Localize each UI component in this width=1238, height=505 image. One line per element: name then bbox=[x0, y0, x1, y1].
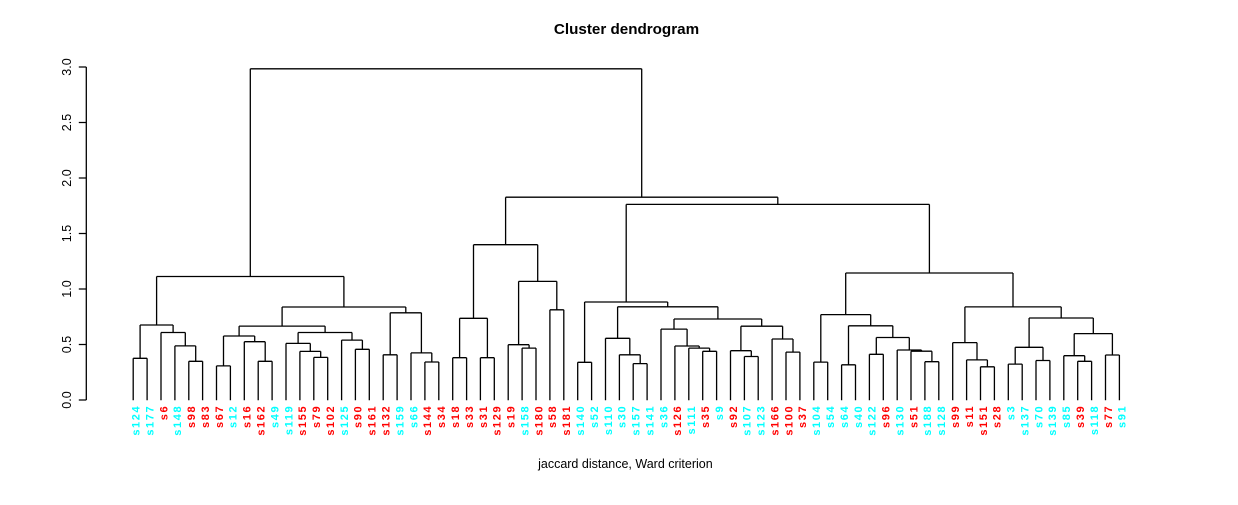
svg-text:s122: s122 bbox=[867, 405, 879, 436]
svg-text:s129: s129 bbox=[492, 405, 504, 436]
svg-text:2.0: 2.0 bbox=[60, 169, 74, 186]
svg-text:s31: s31 bbox=[478, 405, 490, 428]
svg-text:s9: s9 bbox=[714, 405, 726, 420]
svg-text:s40: s40 bbox=[853, 405, 865, 428]
svg-text:3.0: 3.0 bbox=[60, 58, 74, 75]
svg-text:s33: s33 bbox=[464, 405, 476, 428]
svg-text:s125: s125 bbox=[339, 405, 351, 436]
svg-text:s85: s85 bbox=[1061, 405, 1073, 428]
svg-text:s155: s155 bbox=[297, 405, 309, 436]
svg-text:s54: s54 bbox=[825, 405, 837, 428]
svg-text:s51: s51 bbox=[908, 405, 920, 428]
svg-text:s151: s151 bbox=[978, 405, 990, 436]
svg-text:s130: s130 bbox=[895, 405, 907, 436]
svg-text:s177: s177 bbox=[144, 405, 156, 436]
svg-text:s28: s28 bbox=[992, 405, 1004, 428]
svg-text:s148: s148 bbox=[172, 405, 184, 436]
svg-text:s119: s119 bbox=[283, 405, 295, 435]
svg-text:s126: s126 bbox=[672, 405, 684, 436]
svg-text:s123: s123 bbox=[756, 405, 768, 436]
svg-text:s16: s16 bbox=[242, 405, 254, 428]
svg-text:s157: s157 bbox=[631, 405, 643, 436]
svg-text:s124: s124 bbox=[131, 405, 143, 436]
svg-text:s166: s166 bbox=[769, 405, 781, 436]
svg-text:s158: s158 bbox=[519, 405, 531, 436]
svg-text:s96: s96 bbox=[881, 405, 893, 428]
svg-text:s12: s12 bbox=[228, 405, 240, 428]
svg-text:s99: s99 bbox=[950, 405, 962, 428]
svg-text:s83: s83 bbox=[200, 405, 212, 428]
svg-text:s30: s30 bbox=[617, 405, 629, 428]
svg-text:1.0: 1.0 bbox=[60, 280, 74, 297]
svg-text:s34: s34 bbox=[436, 405, 448, 428]
svg-text:s90: s90 bbox=[353, 405, 365, 428]
svg-text:s18: s18 bbox=[450, 405, 462, 428]
svg-text:s144: s144 bbox=[422, 405, 434, 436]
svg-text:s92: s92 bbox=[728, 405, 740, 428]
svg-text:s104: s104 bbox=[811, 405, 823, 436]
svg-text:s137: s137 bbox=[1020, 405, 1032, 436]
svg-text:Cluster dendrogram: Cluster dendrogram bbox=[554, 21, 699, 38]
svg-text:2.5: 2.5 bbox=[60, 114, 74, 131]
svg-text:s70: s70 bbox=[1033, 405, 1045, 428]
svg-text:s77: s77 bbox=[1103, 405, 1115, 428]
svg-text:s100: s100 bbox=[783, 405, 795, 436]
svg-text:s118: s118 bbox=[1089, 405, 1101, 435]
svg-text:s111: s111 bbox=[686, 405, 698, 435]
svg-text:s36: s36 bbox=[658, 405, 670, 428]
svg-text:0.0: 0.0 bbox=[60, 391, 74, 408]
svg-text:1.5: 1.5 bbox=[60, 225, 74, 242]
svg-text:s67: s67 bbox=[214, 405, 226, 428]
svg-text:s58: s58 bbox=[547, 405, 559, 428]
svg-text:s37: s37 bbox=[797, 405, 809, 428]
svg-text:s132: s132 bbox=[381, 405, 393, 436]
svg-text:s39: s39 bbox=[1075, 405, 1087, 428]
svg-text:s11: s11 bbox=[964, 405, 976, 428]
svg-text:s64: s64 bbox=[839, 405, 851, 428]
svg-text:s52: s52 bbox=[589, 405, 601, 428]
svg-text:s162: s162 bbox=[256, 405, 268, 436]
svg-text:s159: s159 bbox=[394, 405, 406, 436]
svg-text:s3: s3 bbox=[1006, 405, 1018, 420]
svg-text:jaccard distance, Ward criteri: jaccard distance, Ward criterion bbox=[537, 457, 713, 471]
svg-text:s180: s180 bbox=[533, 405, 545, 436]
svg-text:0.5: 0.5 bbox=[60, 336, 74, 353]
svg-text:s66: s66 bbox=[408, 405, 420, 428]
svg-text:s91: s91 bbox=[1117, 405, 1129, 428]
svg-text:s107: s107 bbox=[742, 405, 754, 436]
svg-text:s79: s79 bbox=[311, 405, 323, 428]
svg-text:s102: s102 bbox=[325, 405, 337, 436]
svg-text:s35: s35 bbox=[700, 405, 712, 428]
svg-text:s161: s161 bbox=[367, 405, 379, 436]
svg-text:s128: s128 bbox=[936, 405, 948, 436]
svg-text:s141: s141 bbox=[644, 405, 656, 436]
svg-text:s98: s98 bbox=[186, 405, 198, 428]
svg-text:s140: s140 bbox=[575, 405, 587, 436]
svg-text:s19: s19 bbox=[506, 405, 518, 428]
svg-text:s139: s139 bbox=[1047, 405, 1059, 436]
svg-text:s188: s188 bbox=[922, 405, 934, 436]
svg-text:s49: s49 bbox=[269, 405, 281, 428]
svg-text:s181: s181 bbox=[561, 405, 573, 436]
svg-text:s6: s6 bbox=[158, 405, 170, 420]
svg-text:s110: s110 bbox=[603, 405, 615, 435]
